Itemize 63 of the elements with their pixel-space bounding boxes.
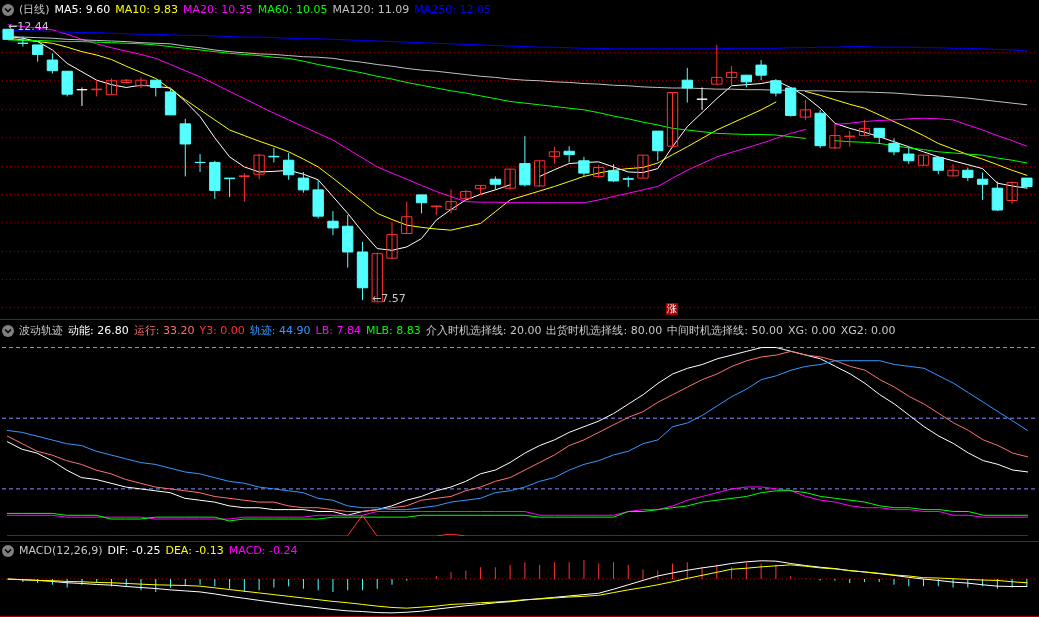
text: MA20: 10.35 <box>183 3 253 16</box>
text: MA60: 10.05 <box>257 3 328 16</box>
candlestick <box>711 44 723 85</box>
candlestick <box>917 154 930 166</box>
candlestick <box>829 123 841 150</box>
candlestick <box>17 36 29 48</box>
text: 轨迹: 44.90 <box>249 323 311 338</box>
text: LB: 7.84 <box>315 324 361 337</box>
candlestick <box>297 171 310 194</box>
candlestick <box>1006 180 1018 205</box>
text: 动能: 26.80 <box>68 323 129 338</box>
chart-title: 波动轨迹 <box>19 323 63 338</box>
text: XG2: 0.00 <box>840 324 896 337</box>
text: MA10: 9.83 <box>115 3 179 16</box>
text: 运行: 33.20 <box>133 323 195 338</box>
candlestick <box>238 172 251 203</box>
candlestick <box>666 92 679 149</box>
candlestick <box>415 194 428 214</box>
candlestick <box>725 65 738 86</box>
candlestick <box>179 118 191 177</box>
candlestick <box>652 130 664 162</box>
annotation: 涨 <box>666 303 678 315</box>
candlestick <box>386 221 398 260</box>
candlestick <box>533 160 546 188</box>
candlestick <box>799 99 812 121</box>
candlestick <box>637 154 649 179</box>
candlestick <box>696 86 708 111</box>
text: 出货时机选择线: 80.00 <box>546 323 663 338</box>
candlestick <box>282 152 295 181</box>
candlestick <box>976 172 989 201</box>
candlestick <box>61 70 73 97</box>
candlestick <box>135 76 147 89</box>
candlestick <box>401 201 413 235</box>
candlestick <box>223 177 236 198</box>
text: MA250: 12.05 <box>414 3 491 16</box>
text: MACD: -0.24 <box>228 544 298 557</box>
candlestick <box>888 137 900 156</box>
candlestick <box>445 188 457 214</box>
chart-title: (日线) <box>19 2 50 17</box>
candlestick <box>268 147 280 163</box>
text: Y3: 0.00 <box>199 324 245 337</box>
text: MLB: 8.83 <box>365 324 421 337</box>
text: DEA: -0.13 <box>165 544 224 557</box>
candlestick <box>76 86 88 107</box>
candlestick <box>681 67 693 104</box>
text: MA5: 9.60 <box>54 3 111 16</box>
candlestick <box>253 152 265 180</box>
candlestick <box>164 88 177 116</box>
text: 介入时机选择线: 20.00 <box>425 323 542 338</box>
candlestick <box>755 59 767 81</box>
candlestick <box>519 135 531 188</box>
text: MA120: 11.09 <box>332 3 410 16</box>
candlestick <box>947 163 959 177</box>
candlestick <box>578 156 590 177</box>
chart-title: MACD(12,26,9) <box>19 544 103 557</box>
text: DIF: -0.25 <box>107 544 161 557</box>
candlestick <box>194 153 206 173</box>
text: 中间时机选择线: 50.00 <box>667 323 783 338</box>
candlestick <box>504 168 516 191</box>
candlestick <box>327 210 339 236</box>
candlestick <box>46 52 59 74</box>
text: XG: 0.00 <box>787 324 836 337</box>
candlestick <box>991 180 1004 212</box>
